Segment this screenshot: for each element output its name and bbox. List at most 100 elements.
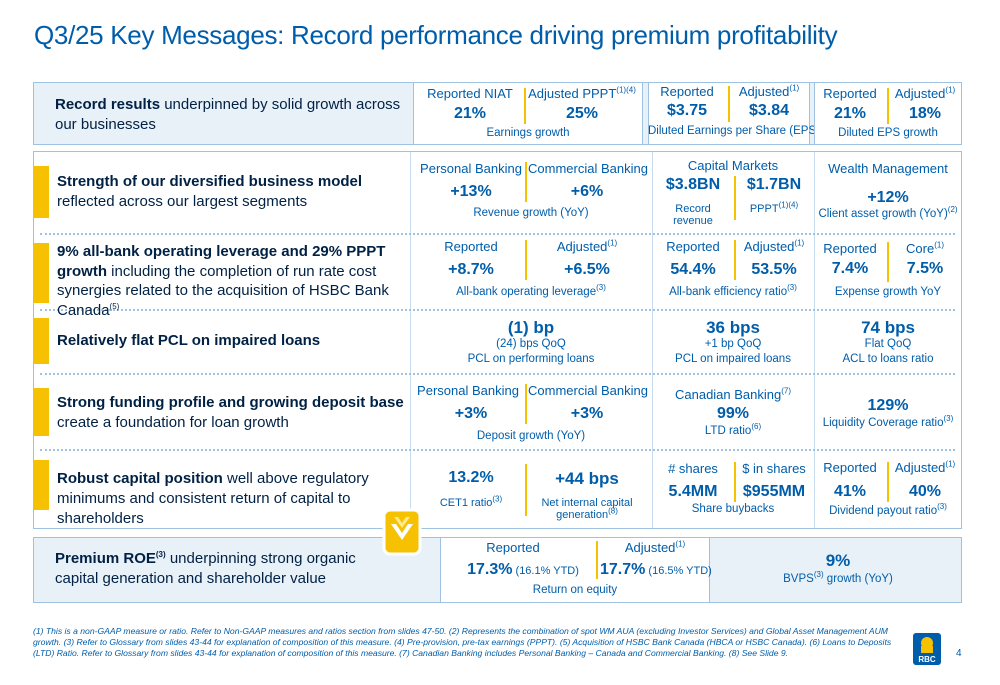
divider (734, 176, 736, 220)
column-divider (814, 152, 815, 528)
buyback-shares-header: # shares (668, 461, 718, 476)
earnings-growth-card (413, 82, 643, 145)
capital-markets-pppt: $1.7BN (746, 176, 802, 193)
commercial-banking-header: Commercial Banking (528, 161, 648, 176)
diluted-eps-caption: Diluted Earnings per Share (EPS) (648, 125, 820, 137)
dividend-payout-caption: Dividend payout ratio(3) (829, 502, 947, 517)
lcr-caption: Liquidity Coverage ratio(3) (822, 414, 954, 429)
efficiency-reported-value: 54.4% (670, 261, 716, 278)
cet1-value: 13.2% (448, 469, 494, 486)
roe-reported-value: 17.3% (16.1% YTD) (467, 561, 579, 578)
row-divider (40, 373, 955, 375)
deposit-commercial-value: +3% (570, 405, 604, 422)
pcl-performing-qoq: (24) bps QoQ (496, 338, 566, 350)
rbc-logo-text: RBC (918, 655, 936, 664)
accent-bar (33, 166, 49, 218)
divider (887, 88, 889, 124)
divider (887, 462, 889, 502)
pcl-performing-value: (1) bp (507, 318, 555, 337)
pcl-performing-caption: PCL on performing loans (467, 353, 595, 365)
key-messages-panel (33, 151, 962, 529)
divider (887, 242, 889, 282)
roe-reported-header: Reported (486, 540, 540, 555)
eps-growth-reported-value: 21% (833, 105, 867, 122)
divider (525, 464, 527, 516)
buyback-shares-value: 5.4MM (668, 483, 718, 500)
roe-adjusted-value: 17.7% (16.5% YTD) (600, 561, 712, 578)
client-asset-growth-caption: Client asset growth (YoY)(2) (818, 205, 958, 220)
expense-growth-caption: Expense growth YoY (834, 286, 942, 298)
roe-adjusted-header: Adjusted(1) (624, 539, 686, 555)
op-leverage-caption: All-bank operating leverage(3) (456, 283, 606, 298)
deposit-commercial-header: Commercial Banking (528, 383, 648, 398)
capital-position-label: Robust capital position well above regul… (57, 470, 369, 527)
bvps-growth-caption: BVPS(3) growth (YoY) (783, 570, 893, 585)
row-divider (40, 309, 955, 311)
divider (525, 240, 527, 280)
column-divider (410, 152, 411, 528)
eps-reported-header: Reported (660, 84, 714, 99)
expense-reported-value: 7.4% (831, 260, 869, 277)
expense-core-header: Core(1) (906, 240, 944, 256)
deposit-personal-value: +3% (454, 405, 488, 422)
footnotes: (1) This is a non-GAAP measure or ratio.… (33, 626, 892, 658)
record-revenue-note: Record revenue (673, 203, 713, 227)
premium-roe-label: Premium ROE(3) underpinning strong organ… (55, 550, 356, 587)
divider (524, 88, 526, 124)
chevron-badge-icon (380, 504, 424, 560)
payout-adjusted-header: Adjusted(1) (894, 459, 956, 475)
payout-reported-value: 41% (833, 483, 867, 500)
pcl-impaired-value: 36 bps (706, 318, 760, 337)
earnings-growth-caption: Earnings growth (486, 127, 570, 139)
share-buybacks-caption: Share buybacks (691, 503, 775, 515)
divider (525, 162, 527, 202)
eps-growth-adjusted-header: Adjusted(1) (894, 85, 956, 101)
capital-generation-caption: Net internal capital generation(8) (541, 497, 633, 521)
reported-niat-header: Reported NIAT (427, 86, 513, 101)
payout-reported-header: Reported (823, 460, 877, 475)
efficiency-adjusted-value: 53.5% (751, 261, 797, 278)
personal-banking-revenue: +13% (450, 183, 492, 200)
commercial-banking-revenue: +6% (570, 183, 604, 200)
diversified-model-label: Strength of our diversified business mod… (57, 173, 363, 210)
eps-adjusted-header: Adjusted(1) (738, 83, 800, 99)
payout-adjusted-value: 40% (908, 483, 942, 500)
page-number: 4 (956, 648, 962, 659)
personal-banking-header: Personal Banking (420, 161, 522, 176)
op-leverage-reported-header: Reported (444, 239, 498, 254)
accent-bar (33, 388, 49, 436)
capital-markets-header: Capital Markets (687, 158, 779, 173)
expense-reported-header: Reported (823, 241, 877, 256)
client-asset-growth-value: +12% (867, 189, 909, 206)
accent-bar (33, 460, 49, 510)
funding-profile-label: Strong funding profile and growing depos… (57, 394, 404, 431)
divider (525, 384, 527, 424)
pcl-impaired-caption: PCL on impaired loans (675, 353, 791, 365)
expense-core-value: 7.5% (906, 260, 944, 277)
op-leverage-reported-value: +8.7% (448, 261, 494, 278)
divider (734, 462, 736, 502)
bvps-growth-value: 9% (825, 551, 851, 570)
wealth-management-header: Wealth Management (828, 161, 948, 176)
acl-ratio-value: 74 bps (861, 318, 915, 337)
op-leverage-adjusted-header: Adjusted(1) (556, 238, 618, 254)
pppt-note: PPPT(1)(4) (749, 200, 799, 215)
acl-ratio-qoq: Flat QoQ (864, 338, 912, 350)
roe-caption: Return on equity (532, 584, 618, 596)
row-divider (40, 449, 955, 451)
page-title: Q3/25 Key Messages: Record performance d… (34, 20, 838, 50)
capital-markets-revenue: $3.8BN (665, 176, 721, 193)
eps-reported-value: $3.75 (666, 102, 708, 119)
acl-ratio-caption: ACL to loans ratio (842, 353, 934, 365)
op-leverage-adjusted-value: +6.5% (564, 261, 610, 278)
reported-niat-value: 21% (453, 105, 487, 122)
cet1-caption: CET1 ratio(3) (439, 494, 503, 509)
ltd-ratio-caption: LTD ratio(6) (704, 422, 762, 437)
column-divider (652, 152, 653, 528)
adjusted-pppt-header: Adjusted PPPT(1)(4) (528, 85, 636, 101)
eps-growth-caption: Diluted EPS growth (838, 127, 938, 139)
buyback-dollars-header: $ in shares (742, 461, 806, 476)
lcr-value: 129% (867, 397, 909, 414)
eps-growth-reported-header: Reported (823, 86, 877, 101)
accent-bar (33, 318, 49, 364)
